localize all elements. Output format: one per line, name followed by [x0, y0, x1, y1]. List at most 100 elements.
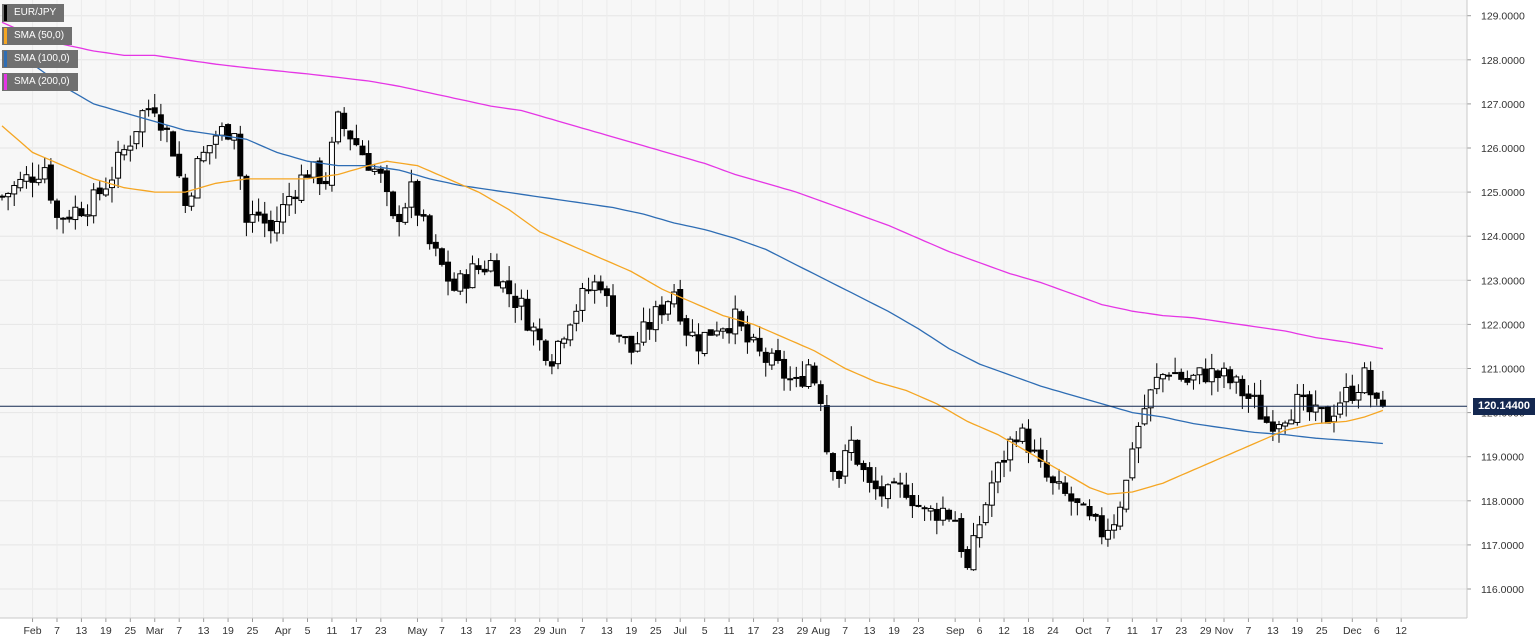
candle-body: [1263, 416, 1270, 423]
candle-body: [1300, 394, 1307, 398]
candle-body: [897, 482, 904, 485]
candle-body: [390, 191, 397, 217]
candle-body: [713, 330, 720, 336]
candle-body: [383, 170, 390, 193]
x-tick-label: 13: [198, 625, 210, 637]
candle-body: [1166, 374, 1173, 377]
candle-body: [1037, 449, 1044, 462]
candle-body: [829, 453, 836, 473]
candle-body: [371, 168, 378, 172]
candle-body: [677, 288, 684, 322]
candle-body: [1361, 367, 1368, 394]
candle-body: [836, 470, 843, 480]
candle-body: [1343, 386, 1350, 403]
candle-body: [811, 365, 818, 384]
candle-body: [933, 508, 940, 521]
candle-body: [878, 486, 885, 497]
candle-body: [469, 263, 476, 289]
candle-body: [915, 504, 922, 507]
candle-body: [658, 304, 665, 316]
candle-body: [921, 507, 928, 510]
x-tick-label: 25: [124, 625, 136, 637]
x-tick-label: Sep: [946, 625, 965, 637]
candle-body: [591, 281, 598, 291]
x-tick-label: 13: [76, 625, 88, 637]
candle-body: [1068, 493, 1075, 502]
candle-body: [1135, 425, 1142, 449]
candle-body: [17, 178, 24, 189]
y-tick-label: 126.0000: [1481, 143, 1525, 155]
candle-body: [732, 308, 739, 335]
candle-body: [1123, 479, 1130, 510]
candle-body: [1141, 408, 1148, 425]
x-tick-label: 23: [772, 625, 784, 637]
candle-body: [1251, 394, 1258, 397]
candle-body: [1288, 419, 1295, 425]
candle-body: [90, 189, 97, 217]
x-tick-label: 19: [1291, 625, 1303, 637]
candle-body: [432, 241, 439, 249]
legend-sma100[interactable]: SMA (100,0): [2, 50, 78, 68]
y-tick-label: 122.0000: [1481, 319, 1525, 331]
y-tick-label: 121.0000: [1481, 364, 1525, 376]
x-tick-label: 29: [1200, 625, 1212, 637]
candle-body: [163, 127, 170, 130]
candle-body: [903, 484, 910, 498]
x-tick-label: Nov: [1215, 625, 1234, 637]
candle-body: [946, 509, 953, 520]
candle-body: [622, 336, 629, 339]
candle-body: [701, 331, 708, 355]
candle-body: [310, 161, 317, 178]
candle-body: [1379, 399, 1386, 407]
candle-body: [1147, 389, 1154, 409]
x-tick-label: 25: [650, 625, 662, 637]
candle-body: [573, 310, 580, 324]
candle-body: [1111, 524, 1118, 531]
candle-body: [335, 111, 342, 143]
candle-body: [151, 107, 158, 114]
legend-sma200[interactable]: SMA (200,0): [2, 73, 78, 91]
candle-body: [1117, 506, 1124, 527]
x-tick-label: 29: [797, 625, 809, 637]
x-tick-label: 5: [305, 625, 311, 637]
candle-body: [298, 174, 305, 201]
candle-body: [585, 289, 592, 292]
candle-body: [787, 378, 794, 381]
candle-body: [695, 334, 702, 352]
x-tick-label: 13: [864, 625, 876, 637]
legend-sma50[interactable]: SMA (50,0): [2, 27, 73, 45]
candle-body: [1312, 404, 1319, 413]
candle-body: [561, 338, 568, 344]
candle-body: [280, 204, 287, 223]
candle-body: [451, 278, 458, 291]
sma-200-line: [1, 21, 1384, 350]
x-tick-label: 11: [1127, 625, 1138, 637]
candle-body: [402, 207, 409, 223]
legend-sma50-label: SMA (50,0): [14, 30, 65, 41]
candle-body: [1031, 449, 1038, 452]
x-tick-label: 19: [888, 625, 900, 637]
candle-body: [457, 273, 464, 292]
candle-body: [188, 195, 195, 207]
x-tick-label: 13: [601, 625, 613, 637]
candle-body: [1159, 374, 1166, 380]
x-tick-label: 23: [1175, 625, 1187, 637]
candle-body: [487, 260, 494, 272]
x-tick-label: 23: [509, 625, 521, 637]
candle-body: [139, 110, 146, 133]
candle-body: [603, 288, 610, 297]
candle-body: [1056, 481, 1063, 484]
candle-body: [567, 324, 574, 341]
x-tick-label: 11: [724, 625, 735, 637]
candle-body: [322, 180, 329, 185]
candle-body: [328, 141, 335, 186]
candle-body: [518, 297, 525, 307]
candle-body: [793, 376, 800, 379]
candle-body: [628, 335, 635, 353]
candle-body: [1080, 503, 1087, 506]
candle-body: [1190, 374, 1197, 381]
x-tick-label: 18: [1023, 625, 1035, 637]
candle-body: [176, 153, 183, 177]
legend-eurjpy[interactable]: EUR/JPY: [2, 4, 65, 22]
